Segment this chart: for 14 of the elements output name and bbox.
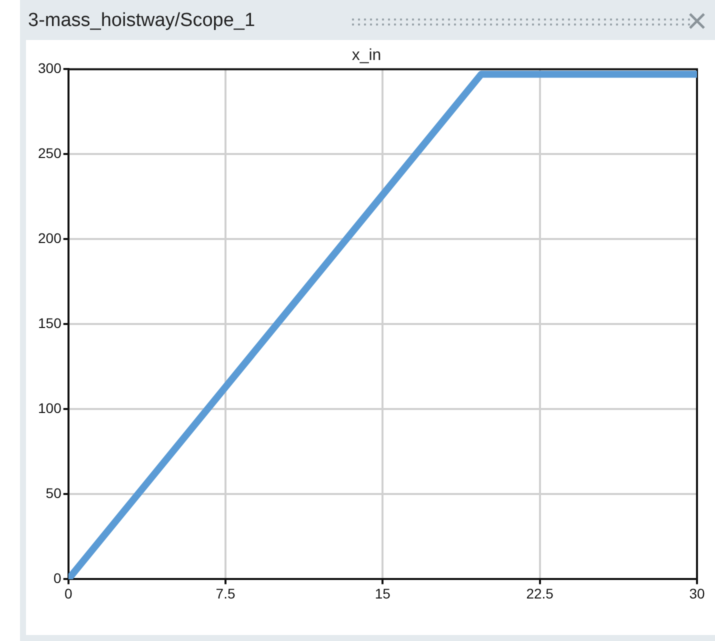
x-tick-label: 15 bbox=[374, 585, 391, 602]
chart-title: 3-mass_hoistway/Scope_1 bbox=[28, 10, 256, 32]
x-tick-label: 7.5 bbox=[216, 585, 236, 602]
x-tick-label: 30 bbox=[689, 585, 705, 602]
y-tick-label: 250 bbox=[38, 145, 62, 162]
chart-subtitle: x_in bbox=[352, 47, 382, 64]
y-tick-label: 100 bbox=[38, 400, 62, 416]
x-tick-label: 0 bbox=[64, 585, 72, 602]
y-tick-label: 200 bbox=[38, 230, 62, 246]
y-tick-label: 150 bbox=[38, 315, 62, 332]
y-tick-label: 0 bbox=[54, 570, 62, 586]
x-tick-label: 22.5 bbox=[526, 585, 554, 602]
y-tick-label: 300 bbox=[38, 60, 62, 76]
y-tick-label: 50 bbox=[46, 485, 62, 502]
